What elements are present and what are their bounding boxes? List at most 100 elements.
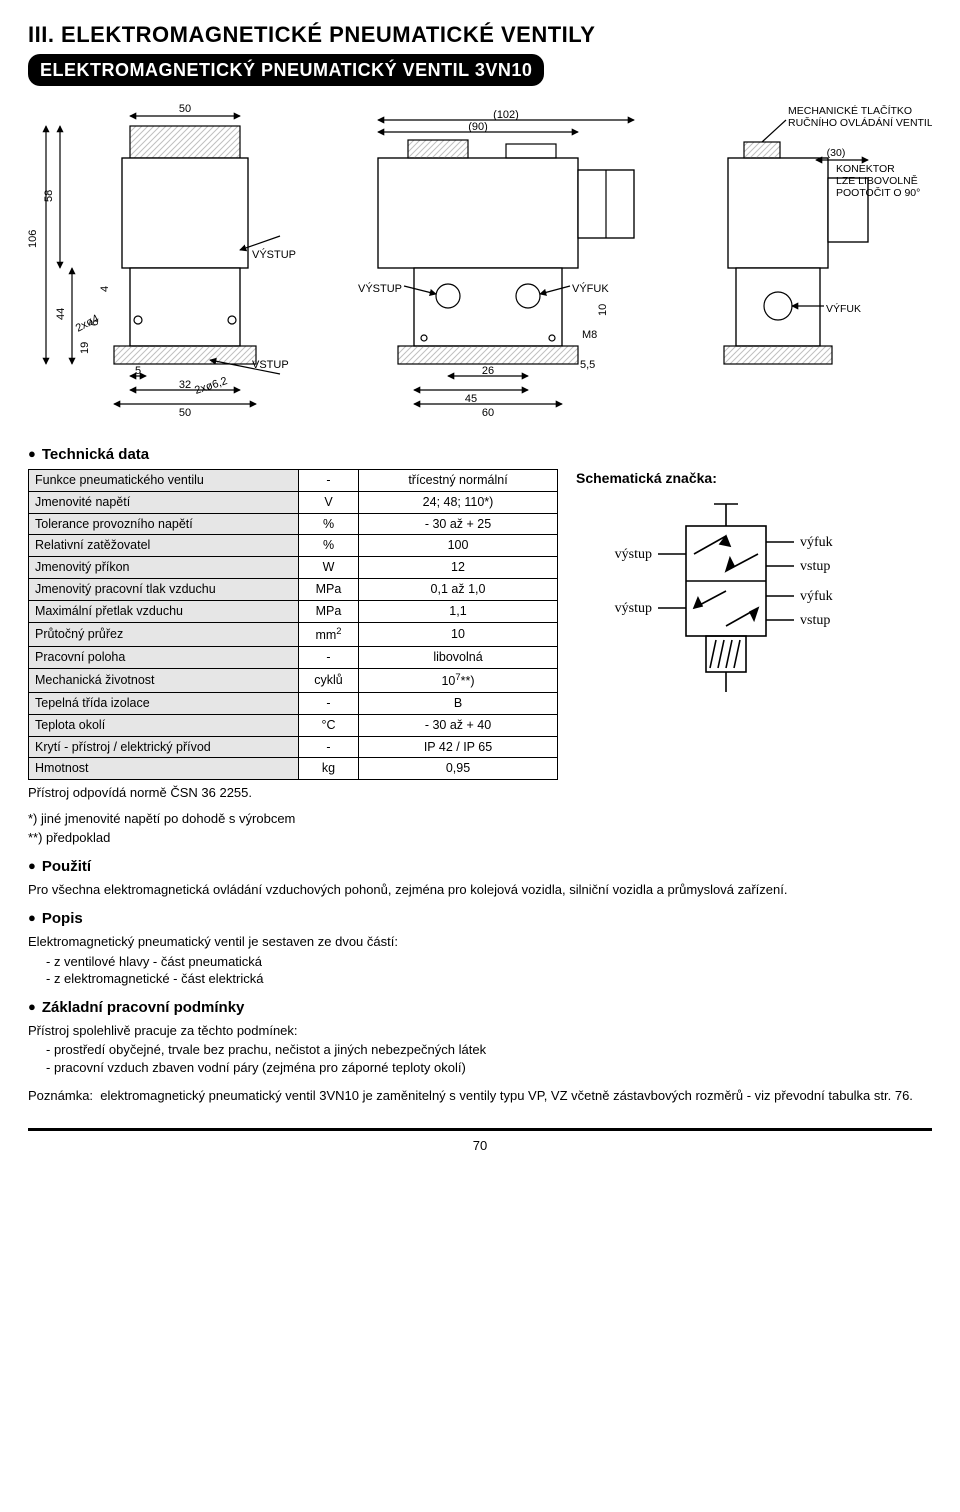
desc-line-2: - z elektromagnetické - část elektrická [46, 970, 932, 988]
table-row: Jmenovitý pracovní tlak vzduchuMPa0,1 až… [29, 579, 558, 601]
schematic-symbol: výstup výstup výfuk vstup výfuk vstup [576, 496, 932, 726]
cond-intro: Přístroj spolehlivě pracuje za těchto po… [28, 1022, 932, 1040]
label-vyfuk-side: VÝFUK [572, 282, 609, 295]
value-cell: 24; 48; 110*) [359, 491, 558, 513]
norm-text: Přístroj odpovídá normě ČSN 36 2255. [28, 784, 932, 802]
table-row: Teplota okolí°C- 30 až + 40 [29, 714, 558, 736]
param-cell: Pracovní poloha [29, 646, 299, 668]
desc-line-1: - z ventilové hlavy - část pneumatická [46, 953, 932, 971]
unit-cell: °C [299, 714, 359, 736]
value-cell: 100 [359, 535, 558, 557]
dim-44: 44 [55, 308, 67, 320]
param-cell: Tolerance provozního napětí [29, 513, 299, 535]
unit-cell: MPa [299, 579, 359, 601]
schem-out-2: výstup [615, 601, 652, 616]
value-cell: - 30 až + 25 [359, 513, 558, 535]
dim-5: 5 [135, 365, 141, 377]
param-cell: Jmenovitý příkon [29, 557, 299, 579]
chapter-title: III. ELEKTROMAGNETICKÉ PNEUMATICKÉ VENTI… [28, 20, 932, 50]
value-cell: 10 [359, 622, 558, 646]
label-vystup-front: VÝSTUP [252, 248, 296, 261]
schem-ex-2: výfuk [800, 589, 833, 604]
dim-55: 5,5 [580, 359, 595, 371]
cond-line-2: - pracovní vzduch zbaven vodní páry (zej… [46, 1059, 932, 1077]
table-row: Jmenovité napětíV24; 48; 110*) [29, 491, 558, 513]
section-technical-data: Technická data [28, 445, 932, 465]
table-row: Průtočný průřezmm210 [29, 622, 558, 646]
table-row: Maximální přetlak vzduchuMPa1,1 [29, 601, 558, 623]
value-cell: 12 [359, 557, 558, 579]
section-desc: Popis [28, 909, 932, 929]
unit-cell: % [299, 513, 359, 535]
schem-in-2: vstup [800, 613, 830, 628]
dim-60: 60 [482, 407, 494, 419]
note-label: Poznámka: [28, 1088, 93, 1103]
banner-title: ELEKTROMAGNETICKÝ PNEUMATICKÝ VENTIL 3VN… [28, 54, 544, 86]
dim-50-top: 50 [179, 103, 191, 115]
param-cell: Mechanická životnost [29, 668, 299, 692]
page-rule [28, 1128, 932, 1131]
table-row: Funkce pneumatického ventilu-třícestný n… [29, 469, 558, 491]
label-2xo62: 2xø6,2 [193, 375, 229, 397]
unit-cell: cyklů [299, 668, 359, 692]
spec-table: Funkce pneumatického ventilu-třícestný n… [28, 469, 558, 781]
dim-50: 50 [179, 407, 191, 419]
value-cell: 1,1 [359, 601, 558, 623]
dim-30: (30) [827, 147, 846, 159]
param-cell: Hmotnost [29, 758, 299, 780]
section-cond: Základní pracovní podmínky [28, 998, 932, 1018]
schematic-title: Schematická značka: [576, 469, 932, 488]
dim-106: 106 [28, 230, 39, 248]
dim-26: 26 [482, 365, 494, 377]
param-cell: Teplota okolí [29, 714, 299, 736]
value-cell: - 30 až + 40 [359, 714, 558, 736]
table-row: Tepelná třída izolace-B [29, 692, 558, 714]
dim-90: (90) [468, 121, 488, 133]
value-cell: třícestný normální [359, 469, 558, 491]
cond-line-1: - prostředí obyčejné, trvale bez prachu,… [46, 1041, 932, 1059]
label-vyfuk-end: VÝFUK [826, 302, 861, 315]
param-cell: Průtočný průřez [29, 622, 299, 646]
note: Poznámka: elektromagnetický pneumatický … [28, 1087, 932, 1105]
schem-ex-1: výfuk [800, 535, 833, 550]
note-button-2: RUČNÍHO OVLÁDÁNÍ VENTILU [788, 116, 932, 129]
param-cell: Relativní zatěžovatel [29, 535, 299, 557]
usage-text: Pro všechna elektromagnetická ovládání v… [28, 881, 932, 899]
desc-intro: Elektromagnetický pneumatický ventil je … [28, 933, 932, 951]
note-conn-2: LZE LIBOVOLNĚ [836, 174, 918, 187]
label-m8: M8 [582, 329, 597, 341]
dim-45: 45 [465, 393, 477, 405]
table-row: Jmenovitý příkonW12 [29, 557, 558, 579]
unit-cell: W [299, 557, 359, 579]
param-cell: Tepelná třída izolace [29, 692, 299, 714]
schem-out-1: výstup [615, 547, 652, 562]
technical-drawing: VÝSTUP VSTUP 2xø4 2xø6,2 106 58 44 19 [28, 96, 932, 431]
dim-19: 19 [79, 342, 91, 354]
dim-58: 58 [43, 190, 55, 202]
unit-cell: - [299, 646, 359, 668]
table-row: Hmotnostkg0,95 [29, 758, 558, 780]
param-cell: Krytí - přístroj / elektrický přívod [29, 736, 299, 758]
value-cell: 107**) [359, 668, 558, 692]
value-cell: IP 42 / IP 65 [359, 736, 558, 758]
note-conn-1: KONEKTOR [836, 163, 895, 175]
section-usage: Použití [28, 857, 932, 877]
param-cell: Jmenovité napětí [29, 491, 299, 513]
label-vystup-side: VÝSTUP [358, 282, 402, 295]
table-row: Krytí - přístroj / elektrický přívod-IP … [29, 736, 558, 758]
param-cell: Maximální přetlak vzduchu [29, 601, 299, 623]
dim-32: 32 [179, 379, 191, 391]
dim-4: 4 [99, 286, 111, 292]
table-row: Pracovní poloha-libovolná [29, 646, 558, 668]
unit-cell: - [299, 736, 359, 758]
table-row: Mechanická životnostcyklů107**) [29, 668, 558, 692]
dim-6: 6 [89, 320, 101, 326]
unit-cell: - [299, 469, 359, 491]
param-cell: Funkce pneumatického ventilu [29, 469, 299, 491]
unit-cell: MPa [299, 601, 359, 623]
note-button-1: MECHANICKÉ TLAČÍTKO [788, 104, 912, 117]
note-body: elektromagnetický pneumatický ventil 3VN… [100, 1088, 913, 1103]
unit-cell: V [299, 491, 359, 513]
value-cell: libovolná [359, 646, 558, 668]
dim-102: (102) [493, 109, 519, 121]
